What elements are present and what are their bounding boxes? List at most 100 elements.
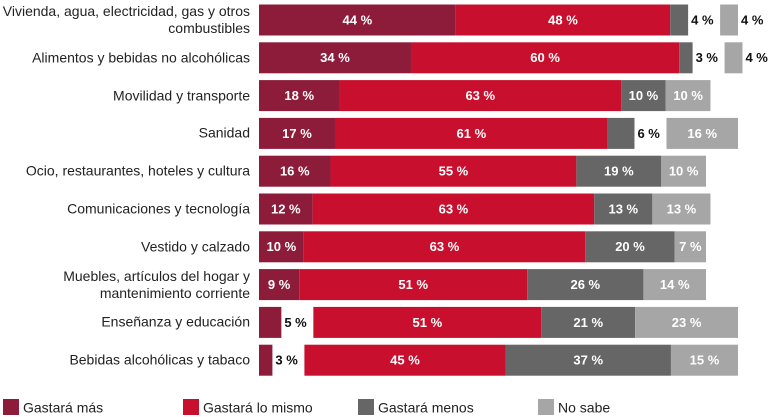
bar-segment [259,193,313,225]
bar-segment [259,117,335,149]
value-label: 60 % [530,50,560,65]
value-label: 21 % [573,315,603,330]
value-label: 19 % [604,164,634,179]
legend-label: No sabe [558,400,610,416]
bar-segment [661,155,706,187]
value-label: 48 % [548,12,578,27]
bar-segment [334,117,608,149]
category-label: Alimentos y bebidas no alcohólicas [32,49,250,66]
value-label: 10 % [669,164,699,179]
bar-segment [259,344,273,376]
value-label: 7 % [679,239,702,254]
bar-segment [259,80,340,112]
value-label: 63 % [430,239,460,254]
bar-segment [312,193,595,225]
value-label: 13 % [608,201,638,216]
value-label: 16 % [280,164,310,179]
bar-segment [339,80,622,112]
value-label: 17 % [282,126,312,141]
value-label: 15 % [690,353,720,368]
value-label: 51 % [398,277,428,292]
bar-segment [670,4,689,36]
bar-segment [304,344,506,376]
bar-segment [410,42,680,74]
value-label: 5 % [284,315,307,330]
value-label: 55 % [439,164,469,179]
value-label: 3 % [275,353,298,368]
value-label: 37 % [573,353,603,368]
bar-segment [505,344,671,376]
bar-segment [541,306,636,338]
bar-segment [299,269,528,301]
bar-segment [313,306,542,338]
value-label: 16 % [687,126,717,141]
bar-segment [259,4,456,36]
bar-segment [635,306,738,338]
value-label: 4 % [741,12,764,27]
value-label: 10 % [673,88,703,103]
bar-segment [720,4,738,36]
bar-segment [259,269,300,301]
value-label: 6 % [637,126,660,141]
value-label: 14 % [660,277,690,292]
bar-segment [594,193,653,225]
value-label: 26 % [570,277,600,292]
value-label: 10 % [629,88,659,103]
value-label: 4 % [745,50,768,65]
value-label: 9 % [268,277,291,292]
bar-segment [527,269,644,301]
bar-segment [259,306,282,338]
value-label: 44 % [343,12,373,27]
bar-segment [607,117,635,149]
bar-segment [259,42,411,74]
bar-segment [455,4,671,36]
value-label: 63 % [439,201,469,216]
category-label: Vivienda, agua, electricidad, gas y otro… [2,3,250,36]
bar-segment [643,269,706,301]
bar-segment [259,231,304,263]
legend-swatch [538,399,554,415]
value-label: 13 % [667,201,697,216]
category-label: Ocio, restaurantes, hoteles y cultura [25,162,250,179]
category-label: Bebidas alcohólicas y tabaco [69,351,250,368]
value-label: 51 % [413,315,443,330]
bar-segment [670,344,738,376]
bar-segment [666,117,738,149]
category-label: Comunicaciones y tecnología [67,200,250,217]
bar-segment [674,231,706,263]
legend-label: Gastará más [23,400,103,416]
legend-label: Gastará lo mismo [203,400,313,416]
bar-segment [259,155,331,187]
category-label: Enseñanza y educación [101,313,250,330]
bar-segment [303,231,586,263]
bar-segment [576,155,662,187]
legend-swatch [3,399,19,415]
bar-segment [724,42,743,74]
bar-segment [665,80,711,112]
value-label: 61 % [457,126,487,141]
bar-segment [330,155,577,187]
value-label: 12 % [271,201,301,216]
legend-swatch [183,399,199,415]
bar-segment [679,42,693,74]
value-label: 34 % [320,50,350,65]
category-label: Vestido y calzado [141,238,250,255]
legend-swatch [358,399,374,415]
value-label: 45 % [390,353,420,368]
category-label: Sanidad [198,124,250,141]
value-label: 4 % [691,12,714,27]
bar-segment [652,193,711,225]
value-label: 20 % [615,239,645,254]
legend-label: Gastará menos [378,400,474,416]
value-label: 63 % [465,88,495,103]
value-label: 23 % [672,315,702,330]
value-label: 3 % [696,50,719,65]
value-label: 18 % [284,88,314,103]
value-label: 10 % [267,239,297,254]
bar-segment [585,231,675,263]
category-label: Movilidad y transporte [113,87,250,104]
bar-segment [621,80,666,112]
category-label: Muebles, artículos del hogar y mantenimi… [63,267,250,301]
